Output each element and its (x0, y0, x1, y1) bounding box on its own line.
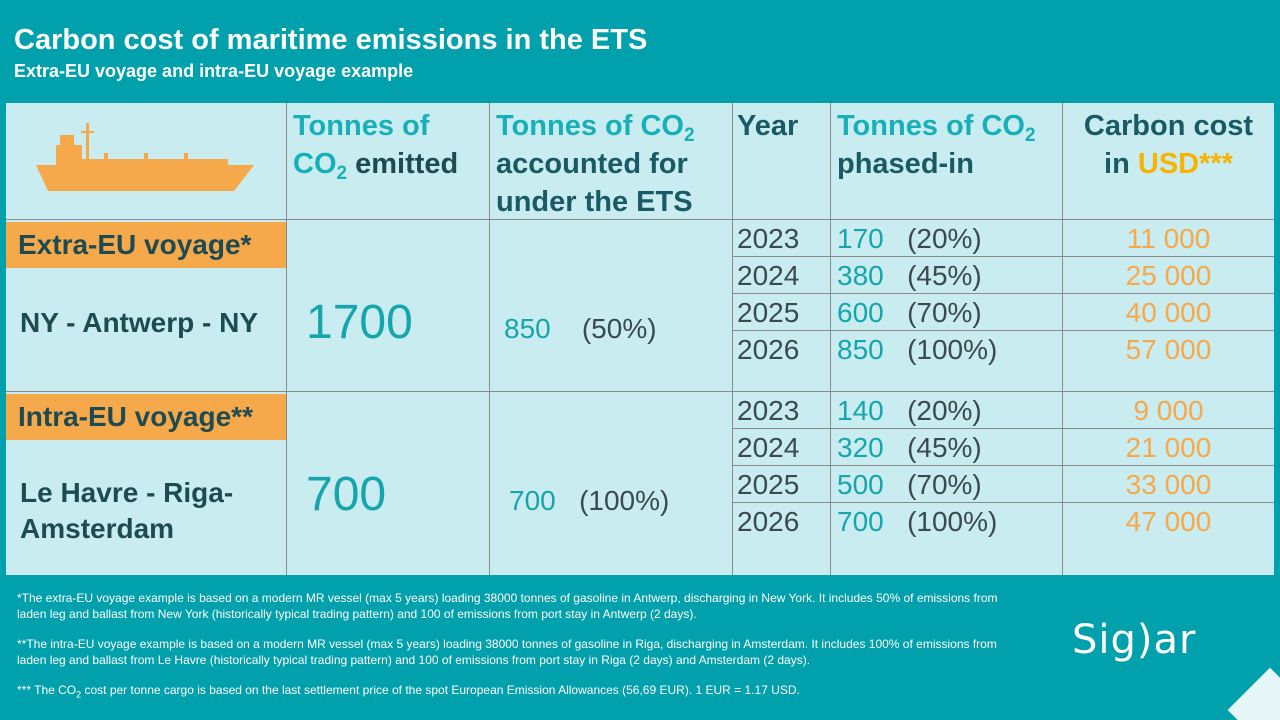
year-cell: 2025 (737, 469, 800, 500)
grid-line (489, 103, 490, 575)
year-cell: 2025 (737, 297, 800, 328)
intra-eu-route: Le Havre - Riga- Amsterdam (20, 477, 234, 544)
carbon-cost-cell: 9 000 (1133, 395, 1204, 426)
carbon-cost-cell: 21 000 (1125, 432, 1212, 463)
grid-line (286, 103, 287, 575)
grid-line (732, 502, 1274, 503)
extra-eu-accounted: 850 (50%) (504, 313, 657, 344)
phased-in-cell: 850 (100%) (837, 334, 998, 365)
footnote-co2-cost: *** The CO2 cost per tonne cargo is base… (17, 683, 800, 700)
grid-line (732, 293, 1274, 294)
header-carbon-cost: Carbon cost in USD*** (1083, 110, 1254, 180)
emissions-table: Tonnes of CO2 emitted Tonnes of CO2 acco… (6, 103, 1274, 575)
extra-eu-route: NY - Antwerp - NY (20, 307, 259, 338)
phased-in-cell: 320 (45%) (837, 432, 982, 463)
carbon-cost-cell: 47 000 (1125, 506, 1212, 537)
header-tonnes-phased-in: Tonnes of CO2 phased-in (837, 110, 1036, 180)
phased-in-cell: 700 (100%) (837, 506, 998, 537)
carbon-cost-cell: 25 000 (1125, 260, 1212, 291)
phased-in-cell: 170 (20%) (837, 223, 982, 254)
intra-eu-accounted: 700 (100%) (509, 485, 670, 516)
year-cell: 2026 (737, 334, 800, 365)
sigmar-logo: Sig)ar (1072, 617, 1197, 663)
grid-line (6, 219, 1274, 220)
header-tonnes-emitted: Tonnes of CO2 emitted (293, 110, 459, 184)
intra-eu-voyage-label: Intra-EU voyage** (6, 394, 286, 440)
grid-line (732, 465, 1274, 466)
phased-in-cell: 500 (70%) (837, 469, 982, 500)
carbon-cost-cell: 33 000 (1125, 469, 1212, 500)
year-cell: 2024 (737, 432, 800, 463)
extra-eu-voyage-label: Extra-EU voyage* (6, 222, 286, 268)
footnote-extra-eu: *The extra-EU voyage example is based on… (17, 591, 998, 621)
grid-line (830, 103, 831, 575)
year-cell: 2024 (737, 260, 800, 291)
grid-line (732, 428, 1274, 429)
ship-icon (36, 123, 254, 191)
phased-in-cell: 140 (20%) (837, 395, 982, 426)
phased-in-cell: 380 (45%) (837, 260, 982, 291)
phased-in-cell: 600 (70%) (837, 297, 982, 328)
corner-decoration (1227, 667, 1280, 720)
grid-line (732, 256, 1274, 257)
carbon-cost-cell: 11 000 (1126, 223, 1211, 254)
header-tonnes-accounted: Tonnes of CO2 accounted for under the ET… (496, 110, 695, 218)
year-cell: 2026 (737, 506, 800, 537)
footnote-intra-eu: **The intra-EU voyage example is based o… (17, 637, 997, 667)
year-cell: 2023 (737, 223, 800, 254)
page-subtitle: Extra-EU voyage and intra-EU voyage exam… (14, 61, 414, 81)
grid-line (1062, 103, 1063, 575)
carbon-cost-cell: 40 000 (1125, 297, 1212, 328)
page-title: Carbon cost of maritime emissions in the… (14, 24, 648, 56)
grid-line (6, 391, 1274, 392)
extra-eu-emitted: 1700 (306, 296, 413, 349)
intra-eu-emitted: 700 (306, 468, 387, 521)
header-year: Year (737, 110, 799, 142)
carbon-cost-cell: 57 000 (1125, 334, 1212, 365)
grid-line (732, 103, 733, 575)
year-cell: 2023 (737, 395, 800, 426)
grid-line (732, 330, 1274, 331)
